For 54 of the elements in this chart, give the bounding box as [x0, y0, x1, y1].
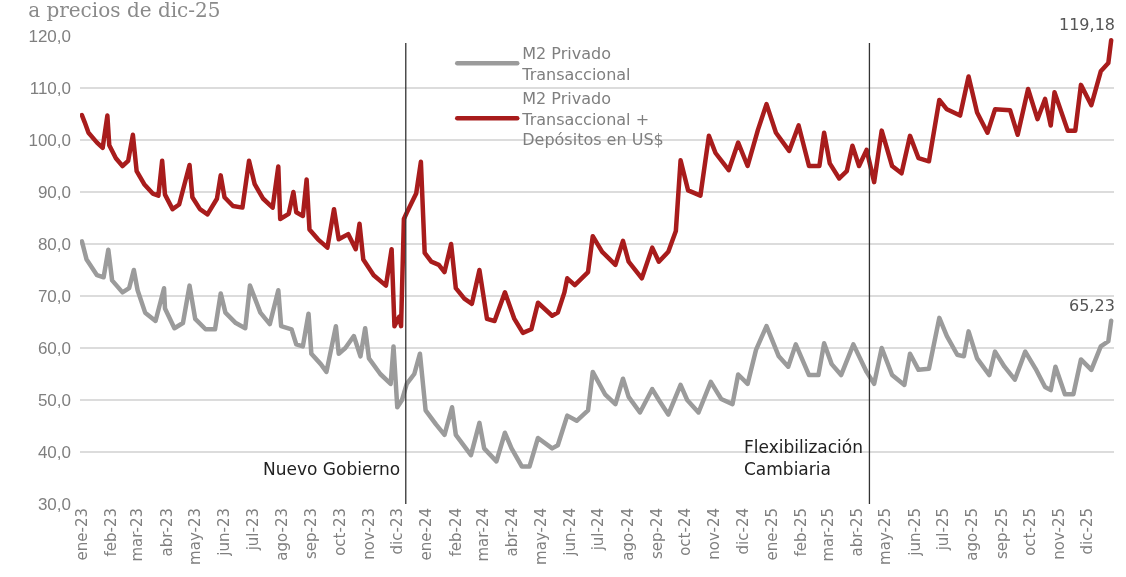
x-tick-label: oct-24	[676, 508, 695, 556]
x-tick-label: dic-23	[388, 508, 407, 555]
x-tick-label: sep-24	[647, 508, 666, 560]
y-tick-label: 110,0	[29, 78, 71, 98]
y-tick-label: 40,0	[37, 442, 71, 462]
y-tick-label: 60,0	[37, 338, 71, 358]
y-tick-label: 90,0	[37, 182, 71, 202]
x-tick-label: jun-24	[560, 508, 579, 557]
x-tick-label: abr-24	[503, 508, 522, 557]
x-tick-label: feb-23	[102, 508, 121, 557]
x-tick-label: ago-25	[963, 508, 982, 561]
x-tick-label: nov-24	[705, 508, 724, 560]
x-tick-label: abr-23	[157, 508, 176, 557]
y-tick-label: 50,0	[37, 390, 71, 410]
x-tick-label: jul-24	[589, 508, 608, 552]
annotation: 119,18	[1059, 15, 1115, 34]
x-tick-label: may-23	[186, 508, 205, 565]
x-tick-label: feb-24	[446, 508, 465, 557]
y-tick-label: 70,0	[37, 286, 71, 306]
annotation: 65,23	[1069, 296, 1115, 315]
x-tick-label: feb-25	[792, 508, 811, 557]
x-tick-label: ene-23	[72, 508, 91, 561]
x-tick-label: ago-24	[618, 508, 637, 561]
x-tick-label: mar-24	[474, 508, 493, 562]
x-tick-label: jun-23	[215, 508, 234, 557]
ref-line-label: Nuevo Gobierno	[263, 459, 401, 479]
x-tick-label: mar-25	[818, 508, 837, 562]
x-tick-label: mar-23	[128, 508, 147, 562]
y-tick-label: 100,0	[28, 130, 71, 150]
y-tick-label: 120,0	[28, 26, 71, 46]
y-tick-label: 30,0	[37, 494, 71, 514]
x-tick-label: nov-25	[1050, 508, 1069, 560]
x-tick-label: oct-23	[330, 508, 349, 556]
ref-line-label: Flexibilización Cambiaria	[744, 437, 863, 480]
legend-label: M2 Privado Transaccional + Depósitos en US$	[521, 88, 664, 150]
x-tick-label: sep-23	[302, 508, 321, 560]
chart-subtitle: a precios de dic-25	[28, 0, 221, 22]
x-tick-label: jul-25	[933, 508, 952, 552]
legend-label: M2 Privado Transaccional	[521, 44, 631, 84]
x-tick-label: jun-25	[905, 508, 924, 557]
x-tick-label: ene-25	[763, 508, 782, 561]
line-series	[80, 38, 1114, 336]
x-tick-label: abr-25	[848, 508, 867, 557]
x-tick-label: jul-23	[243, 508, 262, 552]
x-tick-label: dic-24	[733, 508, 752, 555]
x-tick-label: ago-23	[272, 508, 291, 561]
x-tick-label: sep-25	[992, 508, 1011, 560]
x-tick-label: dic-25	[1078, 508, 1097, 555]
x-tick-label: may-25	[876, 508, 895, 565]
y-tick-label: 80,0	[37, 234, 71, 254]
x-tick-label: may-24	[531, 508, 550, 565]
x-tick-label: ene-24	[417, 508, 436, 561]
x-tick-label: oct-25	[1020, 508, 1039, 556]
x-tick-label: nov-23	[359, 508, 378, 560]
